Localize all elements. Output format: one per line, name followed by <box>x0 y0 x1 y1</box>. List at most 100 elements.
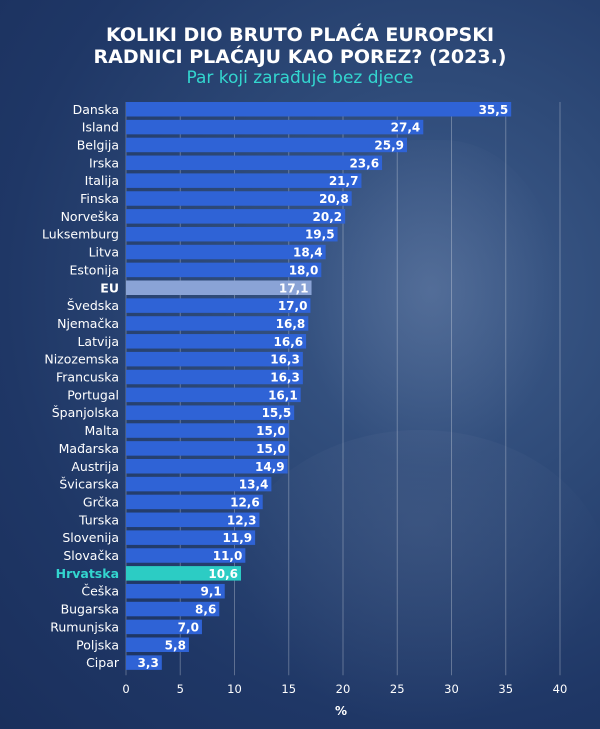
bar-turska <box>126 512 260 528</box>
value-label-spanjolska: 15,5 <box>262 406 292 420</box>
value-label-estonija: 18,0 <box>289 263 319 277</box>
x-tick-label-35: 35 <box>498 682 513 696</box>
bar-njemacka <box>126 316 309 331</box>
category-label-italija: Italija <box>85 173 119 188</box>
bar-island <box>126 119 424 135</box>
value-label-danska: 35,5 <box>479 103 509 117</box>
category-label-hrvatska: Hrvatska <box>56 566 119 581</box>
category-label-svedska: Švedska <box>67 298 119 313</box>
category-label-svicarska: Švicarska <box>59 477 119 492</box>
value-label-italija: 21,7 <box>329 174 359 188</box>
category-label-estonija: Estonija <box>70 262 120 277</box>
category-label-slovenija: Slovenija <box>62 530 119 545</box>
category-label-luksemburg: Luksemburg <box>42 227 119 242</box>
category-label-irska: Irska <box>89 155 119 170</box>
category-label-finska: Finska <box>80 191 119 206</box>
category-label-madarska: Mađarska <box>59 441 119 456</box>
category-label-turska: Turska <box>78 512 119 527</box>
category-label-nizozemska: Nizozemska <box>44 352 119 367</box>
value-label-norveska: 20,2 <box>313 210 343 224</box>
x-tick-label-5: 5 <box>177 682 184 696</box>
value-label-luksemburg: 19,5 <box>305 228 335 242</box>
value-label-hrvatska: 10,6 <box>208 567 238 581</box>
bar-italija <box>126 173 362 188</box>
category-label-grcka: Grčka <box>83 494 119 509</box>
category-label-bugarska: Bugarska <box>61 602 119 617</box>
bar-finska <box>126 191 352 206</box>
bar-bugarska <box>126 601 220 617</box>
bar-spanjolska <box>126 405 295 420</box>
chart-subtitle: Par koji zarađuje bez djece <box>186 68 414 88</box>
value-label-francuska: 16,3 <box>270 371 300 385</box>
bar-danska <box>126 102 512 117</box>
value-label-malta: 15,0 <box>256 424 286 438</box>
x-tick-label-30: 30 <box>444 682 459 696</box>
value-label-ceska: 9,1 <box>200 585 221 599</box>
value-label-svedska: 17,0 <box>278 299 308 313</box>
bar-eu <box>126 280 312 295</box>
bar-luksemburg <box>126 226 338 242</box>
category-label-spanjolska: Španjolska <box>52 405 119 420</box>
x-tick-label-25: 25 <box>390 682 405 696</box>
category-label-eu: EU <box>100 280 119 295</box>
bar-irska <box>126 155 383 171</box>
category-label-portugal: Portugal <box>67 387 119 402</box>
bar-svedska <box>126 298 311 313</box>
category-label-litva: Litva <box>89 245 119 260</box>
category-label-rumunjska: Rumunjska <box>50 619 119 634</box>
bar-slovenija <box>126 530 256 545</box>
value-label-madarska: 15,0 <box>256 442 286 456</box>
category-label-danska: Danska <box>73 102 119 117</box>
value-label-nizozemska: 16,3 <box>270 353 300 367</box>
category-label-belgija: Belgija <box>77 137 119 152</box>
bar-ceska <box>126 583 225 599</box>
category-label-norveska: Norveška <box>61 209 119 224</box>
bar-slovacka <box>126 548 246 563</box>
x-tick-label-20: 20 <box>336 682 351 696</box>
value-label-litva: 18,4 <box>293 246 323 260</box>
value-label-latvija: 16,6 <box>274 335 304 349</box>
x-tick-label-0: 0 <box>122 682 129 696</box>
value-label-slovacka: 11,0 <box>213 549 243 563</box>
value-label-svicarska: 13,4 <box>239 478 269 492</box>
category-label-island: Island <box>82 120 119 135</box>
value-label-island: 27,4 <box>391 121 421 135</box>
category-label-poljska: Poljska <box>76 637 119 652</box>
bar-rumunjska <box>126 619 202 635</box>
chart-title-line-1: KOLIKI DIO BRUTO PLAĆA EUROPSKI <box>105 24 495 46</box>
bar-latvija <box>126 334 307 349</box>
value-label-belgija: 25,9 <box>374 138 404 152</box>
value-label-eu: 17,1 <box>279 281 309 295</box>
bar-belgija <box>126 137 408 153</box>
chart-title-line-2: RADNICI PLAĆAJU KAO POREZ? (2023.) <box>93 46 507 68</box>
value-label-njemacka: 16,8 <box>276 317 306 331</box>
bar-hrvatska <box>126 566 242 581</box>
value-label-irska: 23,6 <box>349 156 379 170</box>
category-label-austrija: Austrija <box>71 459 119 474</box>
value-label-cipar: 3,3 <box>138 656 159 670</box>
bar-grcka <box>126 494 263 510</box>
category-label-latvija: Latvija <box>77 334 119 349</box>
value-label-slovenija: 11,9 <box>223 531 253 545</box>
x-tick-label-15: 15 <box>281 682 296 696</box>
value-label-grcka: 12,6 <box>230 495 260 509</box>
value-label-poljska: 5,8 <box>165 638 186 652</box>
bar-portugal <box>126 387 301 403</box>
category-label-malta: Malta <box>85 423 119 438</box>
category-label-slovacka: Slovačka <box>63 548 119 563</box>
bar-svicarska <box>126 476 272 492</box>
bar-francuska <box>126 369 303 385</box>
category-label-cipar: Cipar <box>86 655 120 670</box>
category-label-francuska: Francuska <box>56 370 119 385</box>
bar-malta <box>126 423 289 438</box>
x-axis-label: % <box>334 704 348 718</box>
x-tick-label-40: 40 <box>553 682 568 696</box>
category-label-njemacka: Njemačka <box>57 316 119 331</box>
value-label-rumunjska: 7,0 <box>178 620 199 634</box>
bar-madarska <box>126 441 289 456</box>
bar-norveska <box>126 209 346 224</box>
bar-litva <box>126 244 326 260</box>
category-label-ceska: Češka <box>81 584 119 599</box>
